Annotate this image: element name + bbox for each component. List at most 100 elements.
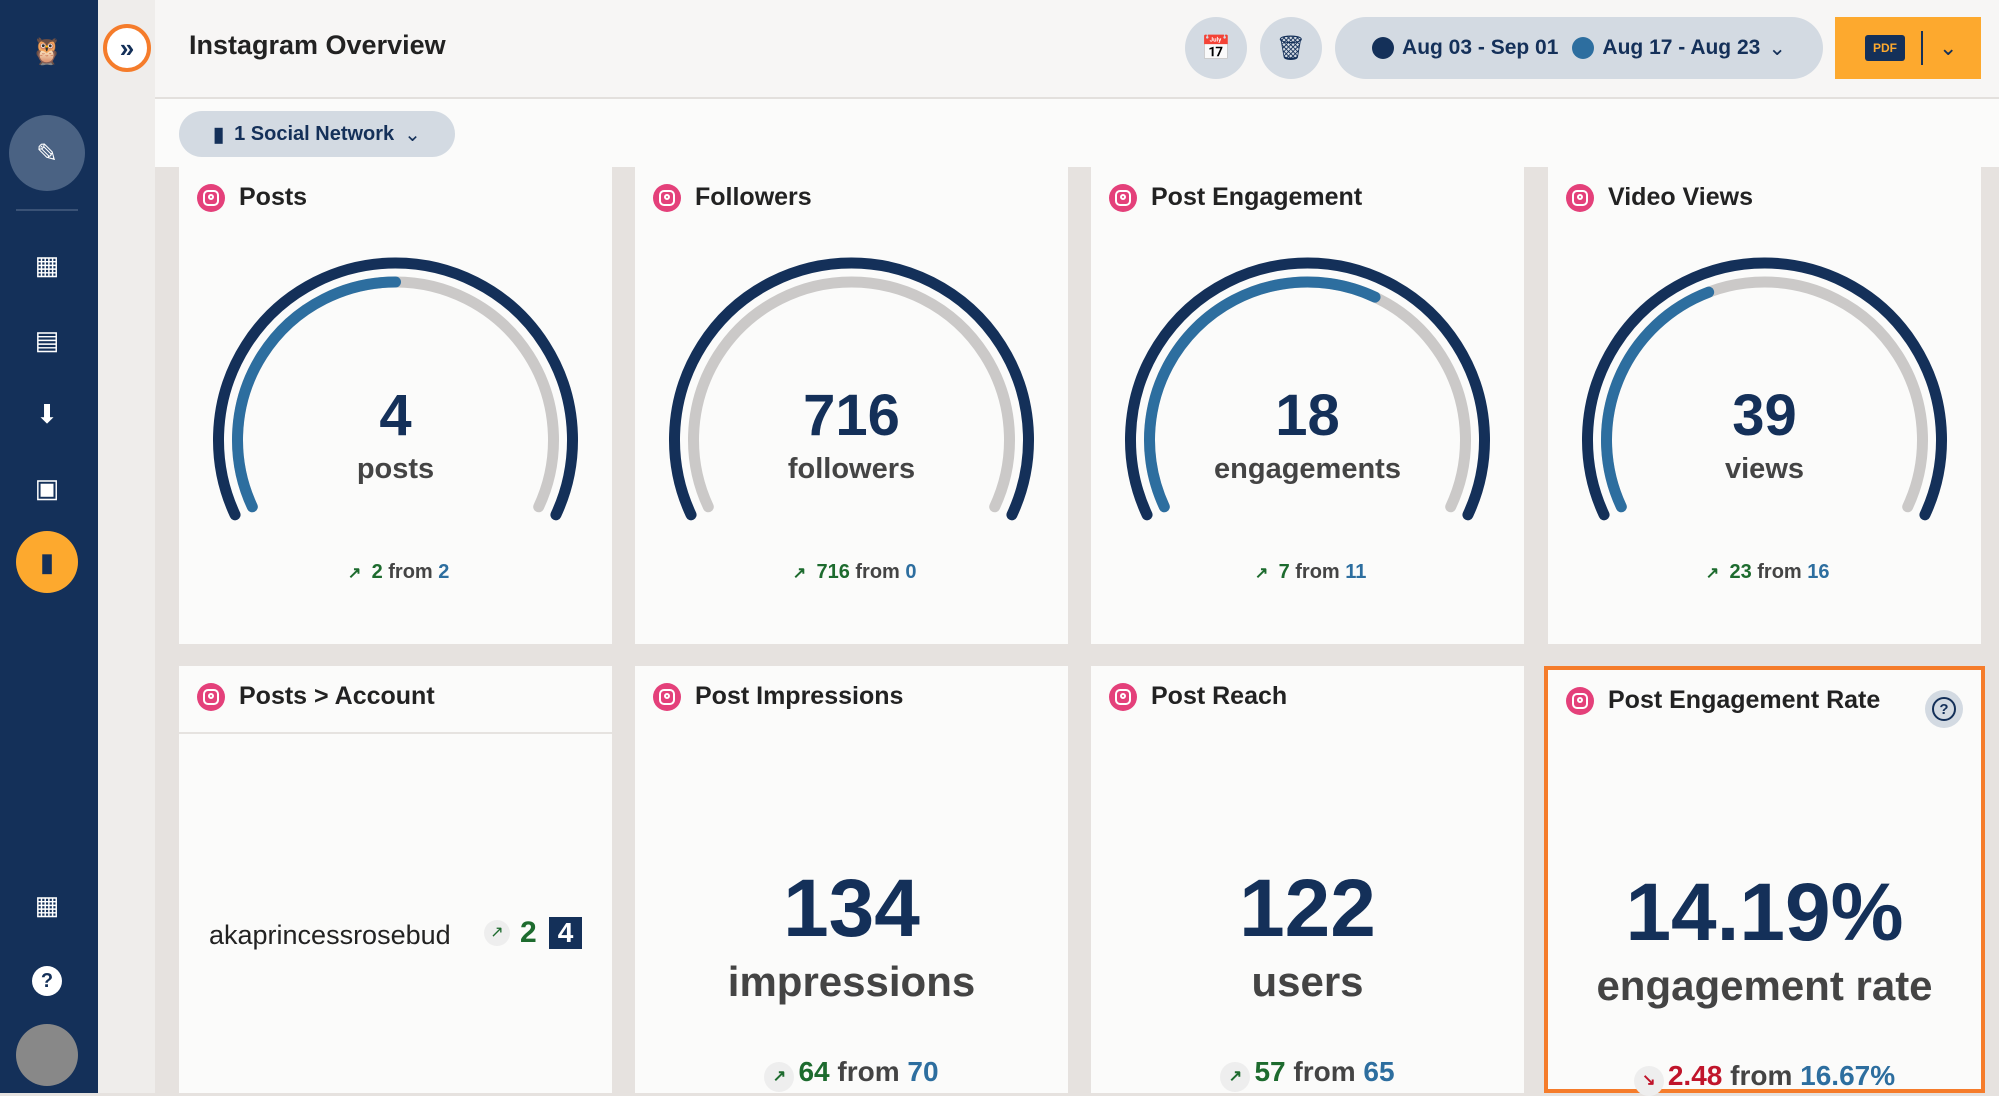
- metric-card-post-reach: Post Reach 122 users ↗ 57 from 65: [1091, 666, 1524, 1093]
- change-value: 23: [1729, 561, 1752, 583]
- chevron-down-icon: ⌄: [1768, 36, 1786, 60]
- arrow-up-icon: ↗: [347, 565, 362, 582]
- gauge: [1125, 257, 1490, 521]
- gauge-value: 18: [1275, 383, 1340, 448]
- card-title: Followers: [695, 183, 812, 211]
- trash-icon: 🗑: [1275, 34, 1307, 62]
- gauge-card-posts: Posts 4 posts ↗ 2 from 2: [179, 167, 612, 644]
- expand-sidebar-button[interactable]: »: [103, 24, 151, 72]
- sidebar: 🦉 ✎ ▦ ▤ ⬇ ▣ ▮ ▦ ?: [0, 0, 98, 1093]
- gauge: [1582, 257, 1947, 521]
- network-filter-label: 1 Social Network: [234, 122, 395, 145]
- previous-date-range: Aug 17 - Aug 23: [1602, 36, 1761, 59]
- previous-value: 0: [905, 561, 917, 583]
- change-value: 2.48: [1667, 1060, 1723, 1091]
- metric-value: 122: [1239, 863, 1376, 954]
- gauge-track: [688, 276, 1015, 513]
- metric-unit: impressions: [727, 958, 976, 1005]
- calendar-icon[interactable]: ▤: [34, 324, 60, 355]
- filter-bar: ▮ 1 Social Network ⌄: [155, 99, 1999, 167]
- from-label: from: [1730, 1060, 1793, 1091]
- previous-value: 65: [1363, 1056, 1395, 1087]
- instagram-icon: [1566, 686, 1594, 715]
- from-label: from: [388, 561, 433, 583]
- chevron-down-icon[interactable]: ⌄: [1939, 35, 1958, 60]
- instagram-icon: [653, 183, 681, 212]
- date-range-picker[interactable]: Aug 03 - Sep 01 Aug 17 - Aug 23 ⌄: [1335, 17, 1823, 79]
- from-label: from: [1757, 561, 1802, 583]
- calendar-download-icon: 📅: [1201, 34, 1231, 62]
- gauge-unit: followers: [787, 453, 916, 485]
- gauge-value: 39: [1732, 383, 1797, 448]
- from-label: from: [837, 1056, 900, 1087]
- sidebar-divider: [16, 209, 78, 211]
- from-label: from: [855, 561, 900, 583]
- previous-value: 70: [907, 1056, 939, 1087]
- arrow-up-icon: ↗: [484, 920, 510, 946]
- previous-value: 16: [1807, 561, 1830, 583]
- instagram-icon: [653, 682, 681, 711]
- gauge: [213, 257, 578, 521]
- change-value: 64: [798, 1056, 830, 1087]
- current-period-arc: [1582, 257, 1947, 521]
- gauge: [669, 257, 1034, 521]
- previous-value: 2: [438, 561, 450, 583]
- apps-grid-icon[interactable]: ▦: [34, 889, 60, 920]
- divider: [1921, 31, 1923, 65]
- arrow-up-icon: ↗: [1254, 565, 1269, 582]
- schedule-report-button[interactable]: 📅: [1185, 17, 1247, 79]
- gauge-unit: views: [1725, 453, 1804, 485]
- instagram-icon: [197, 682, 225, 711]
- arrow-up-icon: ↗: [1705, 565, 1720, 582]
- avatar[interactable]: [16, 1024, 78, 1086]
- previous-value: 11: [1345, 561, 1367, 583]
- hootsuite-owl-logo[interactable]: 🦉: [30, 35, 64, 66]
- arrow-down-icon: ↘: [1633, 1066, 1664, 1096]
- clipboard-icon[interactable]: ▣: [34, 472, 60, 503]
- change-value: 57: [1254, 1056, 1286, 1087]
- current-period-arc: [669, 257, 1034, 521]
- metric-value: 14.19%: [1625, 867, 1904, 958]
- previous-period-arc: [1144, 276, 1381, 513]
- previous-period-arc: [232, 276, 401, 513]
- chevron-down-icon: ⌄: [404, 123, 421, 146]
- compose-icon[interactable]: ✎: [9, 115, 85, 191]
- instagram-icon: [1566, 183, 1594, 212]
- dashboard-icon[interactable]: ▦: [34, 249, 60, 280]
- change-value: 7: [1278, 561, 1290, 583]
- delete-button[interactable]: 🗑: [1260, 17, 1322, 79]
- change-value: 2: [371, 561, 383, 583]
- gauge-value: 4: [379, 383, 412, 448]
- arrow-up-icon: ↗: [792, 565, 807, 582]
- card-title: Post Impressions: [695, 682, 904, 710]
- card-title: Video Views: [1608, 183, 1753, 211]
- current-period-arc: [1125, 257, 1490, 521]
- current-period-arc: [213, 257, 578, 521]
- bar-chart-icon: ▮: [213, 123, 225, 146]
- arrow-up-icon: ↗: [764, 1062, 795, 1092]
- instagram-icon: [1109, 183, 1137, 212]
- help-icon[interactable]: ?: [1925, 690, 1963, 728]
- collapse-strip: [98, 0, 155, 1093]
- from-label: from: [1293, 1056, 1356, 1087]
- gauge-unit: engagements: [1214, 453, 1401, 485]
- account-value: 4: [548, 917, 583, 949]
- gauge-card-followers: Followers 716 followers ↗ 716 from 0: [635, 167, 1068, 644]
- instagram-icon: [1109, 682, 1137, 711]
- gauge-card-post-engagement: Post Engagement 18 engagements ↗ 7 from 1…: [1091, 167, 1524, 644]
- export-pdf-button[interactable]: PDF ⌄: [1835, 17, 1981, 79]
- social-network-filter[interactable]: ▮ 1 Social Network ⌄: [179, 111, 455, 157]
- help-icon[interactable]: ?: [16, 950, 78, 1012]
- from-label: from: [1295, 561, 1340, 583]
- gauge-card-video-views: Video Views 39 views ↗ 23 from 16: [1548, 167, 1981, 644]
- metric-unit: engagement rate: [1596, 962, 1933, 1009]
- previous-value: 16.67%: [1800, 1060, 1896, 1091]
- page-title: Instagram Overview: [189, 30, 446, 60]
- metric-unit: users: [1251, 958, 1364, 1005]
- gauge-value: 716: [803, 383, 900, 448]
- inbox-icon[interactable]: ⬇: [36, 398, 58, 429]
- pdf-label: PDF: [1865, 35, 1905, 61]
- analytics-icon[interactable]: ▮: [16, 531, 78, 593]
- divider: [179, 732, 612, 734]
- arrow-up-icon: ↗: [1220, 1062, 1251, 1092]
